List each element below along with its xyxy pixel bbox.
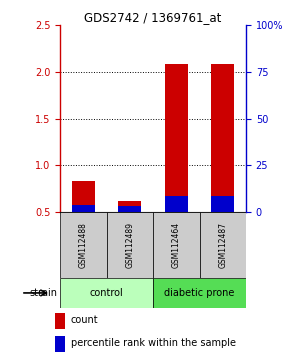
Text: percentile rank within the sample: percentile rank within the sample <box>71 338 236 348</box>
Bar <box>118 201 141 212</box>
Bar <box>211 196 234 212</box>
Text: GSM112489: GSM112489 <box>125 222 134 268</box>
FancyBboxPatch shape <box>60 278 153 308</box>
Bar <box>72 182 95 212</box>
Text: GSM112488: GSM112488 <box>79 222 88 268</box>
Bar <box>55 336 65 352</box>
Bar <box>165 64 188 212</box>
Text: GSM112464: GSM112464 <box>172 222 181 268</box>
FancyBboxPatch shape <box>60 212 106 278</box>
FancyBboxPatch shape <box>153 212 200 278</box>
Bar <box>211 64 234 212</box>
Text: strain: strain <box>29 288 57 298</box>
Text: control: control <box>90 288 123 298</box>
Text: GSM112487: GSM112487 <box>218 222 227 268</box>
FancyBboxPatch shape <box>106 212 153 278</box>
Bar <box>165 196 188 212</box>
Text: diabetic prone: diabetic prone <box>164 288 235 298</box>
Bar <box>118 206 141 212</box>
Title: GDS2742 / 1369761_at: GDS2742 / 1369761_at <box>84 11 222 24</box>
Bar <box>72 205 95 212</box>
Bar <box>55 313 65 329</box>
Text: count: count <box>71 315 98 325</box>
FancyBboxPatch shape <box>153 278 246 308</box>
FancyBboxPatch shape <box>200 212 246 278</box>
